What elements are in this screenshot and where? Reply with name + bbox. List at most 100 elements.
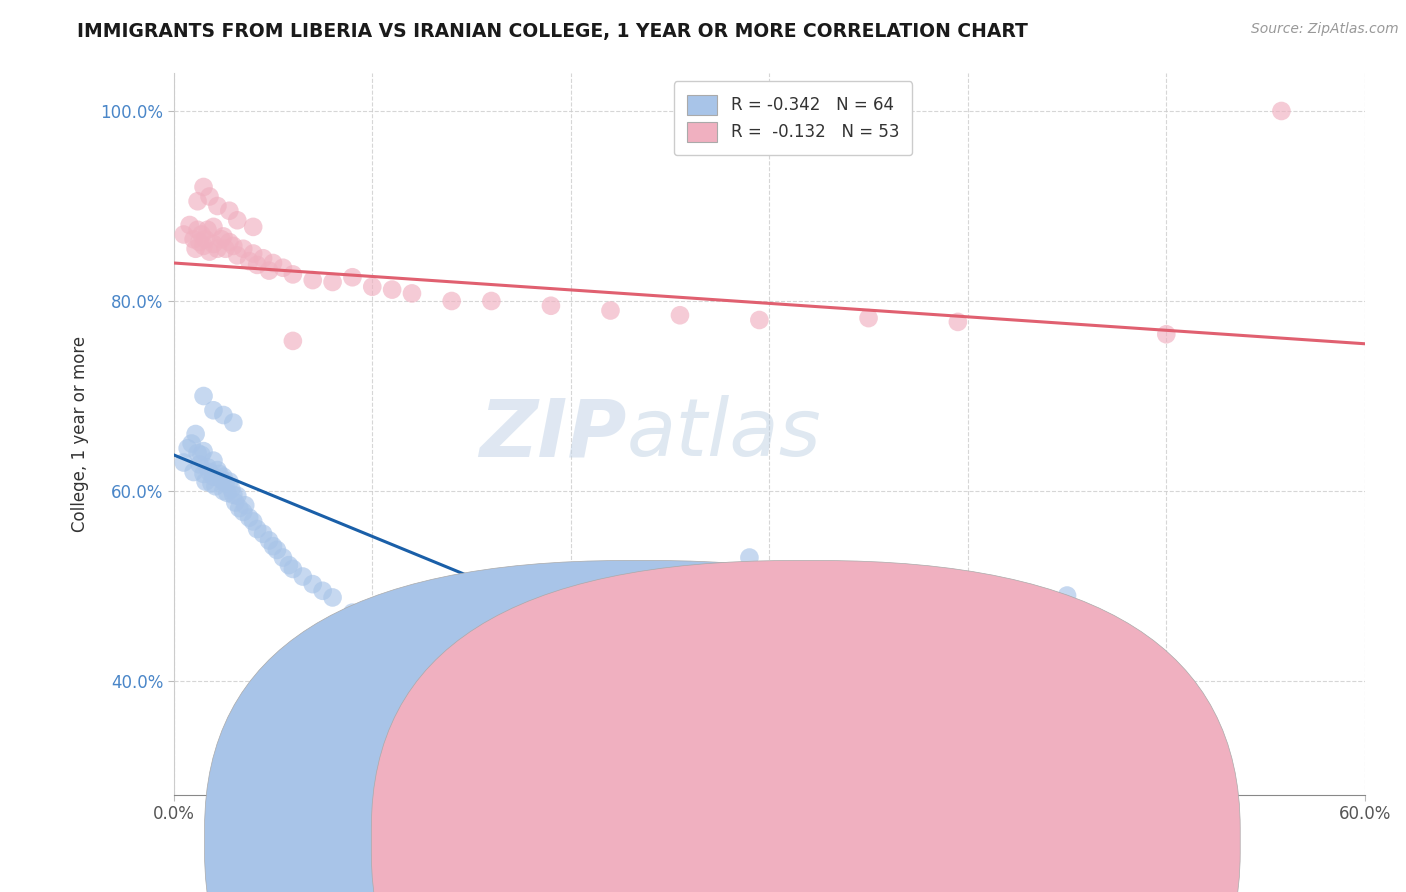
Point	[242, 219, 264, 234]
Point	[246, 522, 269, 536]
Point	[187, 194, 209, 209]
Point	[281, 268, 304, 282]
Point	[257, 263, 280, 277]
Point	[184, 242, 207, 256]
Point	[188, 458, 211, 472]
Point	[204, 479, 226, 493]
Point	[202, 470, 225, 484]
Point	[540, 688, 562, 702]
Point	[381, 283, 404, 297]
Point	[1156, 327, 1178, 342]
Point	[401, 286, 423, 301]
Point	[218, 235, 240, 249]
Point	[193, 444, 215, 458]
Point	[190, 448, 212, 462]
Point	[301, 577, 323, 591]
Point	[361, 617, 384, 632]
Point	[202, 403, 225, 417]
Point	[232, 242, 254, 256]
Point	[207, 463, 229, 477]
Point	[173, 227, 195, 242]
Point	[212, 229, 235, 244]
Point	[342, 606, 364, 620]
Point	[209, 473, 232, 487]
Point	[277, 558, 299, 573]
Point	[179, 218, 201, 232]
Point	[202, 453, 225, 467]
Point	[187, 223, 209, 237]
Point	[1056, 589, 1078, 603]
Point	[183, 465, 205, 479]
Y-axis label: College, 1 year or more: College, 1 year or more	[72, 336, 89, 533]
Point	[176, 442, 198, 456]
Point	[188, 235, 211, 249]
Point	[291, 569, 314, 583]
Point	[946, 315, 969, 329]
Legend: R = -0.342   N = 64, R =  -0.132   N = 53: R = -0.342 N = 64, R = -0.132 N = 53	[673, 81, 912, 155]
Point	[322, 275, 344, 289]
Point	[226, 213, 249, 227]
Point	[252, 526, 274, 541]
Point	[193, 239, 215, 253]
Point	[281, 334, 304, 348]
Point	[262, 539, 284, 553]
Point	[271, 260, 294, 275]
Point	[440, 293, 463, 308]
Text: atlas: atlas	[626, 395, 821, 473]
Point	[218, 203, 240, 218]
Point	[183, 232, 205, 246]
Point	[440, 653, 463, 667]
Point	[246, 258, 269, 272]
Point	[599, 303, 621, 318]
Point	[238, 254, 260, 268]
Point	[401, 636, 423, 650]
Point	[198, 189, 221, 203]
Point	[226, 489, 249, 503]
Point	[301, 273, 323, 287]
Point	[198, 465, 221, 479]
Point	[224, 495, 246, 509]
Point	[738, 550, 761, 565]
Point	[222, 416, 245, 430]
Point	[208, 467, 231, 481]
Point	[194, 475, 217, 489]
Point	[479, 669, 502, 683]
Point	[479, 293, 502, 308]
Point	[858, 311, 880, 326]
Point	[238, 510, 260, 524]
Point	[194, 232, 217, 246]
Point	[659, 722, 682, 736]
Point	[361, 279, 384, 293]
Point	[197, 460, 219, 475]
Point	[202, 237, 225, 252]
Point	[222, 239, 245, 253]
Point	[262, 256, 284, 270]
Point	[233, 498, 256, 512]
Point	[748, 313, 770, 327]
Point	[877, 773, 900, 788]
Point	[669, 308, 692, 322]
Point	[200, 476, 222, 491]
Point	[342, 270, 364, 285]
Point	[381, 626, 404, 640]
Text: IMMIGRANTS FROM LIBERIA VS IRANIAN COLLEGE, 1 YEAR OR MORE CORRELATION CHART: IMMIGRANTS FROM LIBERIA VS IRANIAN COLLE…	[77, 22, 1028, 41]
Point	[1270, 103, 1292, 118]
Point	[242, 246, 264, 260]
Point	[184, 427, 207, 442]
Point	[222, 488, 245, 502]
Point	[212, 408, 235, 422]
Point	[252, 252, 274, 266]
Point	[797, 757, 820, 772]
Point	[271, 550, 294, 565]
Point	[228, 501, 250, 516]
Point	[173, 456, 195, 470]
Point	[207, 199, 229, 213]
Point	[190, 227, 212, 242]
Text: ZIP: ZIP	[479, 395, 626, 473]
Point	[257, 533, 280, 548]
Text: Source: ZipAtlas.com: Source: ZipAtlas.com	[1251, 22, 1399, 37]
Point	[221, 482, 243, 496]
Point	[322, 591, 344, 605]
Point	[202, 219, 225, 234]
Point	[212, 470, 235, 484]
